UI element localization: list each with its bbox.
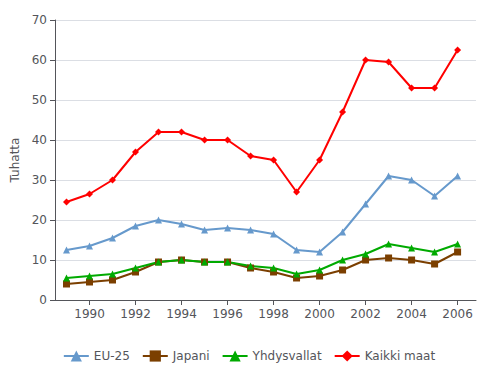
- svg-text:70: 70: [32, 13, 47, 27]
- svg-text:Japani: Japani: [172, 349, 210, 363]
- svg-text:20: 20: [32, 213, 47, 227]
- svg-text:50: 50: [32, 93, 47, 107]
- svg-text:EU-25: EU-25: [94, 349, 130, 363]
- svg-text:1992: 1992: [120, 307, 151, 321]
- svg-text:Tuhatta: Tuhatta: [8, 138, 22, 184]
- svg-text:60: 60: [32, 53, 47, 67]
- svg-text:2000: 2000: [304, 307, 335, 321]
- svg-text:40: 40: [32, 133, 47, 147]
- svg-text:30: 30: [32, 173, 47, 187]
- svg-text:2002: 2002: [350, 307, 381, 321]
- svg-text:1994: 1994: [166, 307, 197, 321]
- svg-text:Kaikki maat: Kaikki maat: [365, 349, 436, 363]
- svg-text:Yhdysvallat: Yhdysvallat: [252, 349, 322, 363]
- svg-text:0: 0: [39, 293, 47, 307]
- svg-text:1998: 1998: [258, 307, 289, 321]
- svg-text:2004: 2004: [396, 307, 427, 321]
- svg-text:1990: 1990: [74, 307, 105, 321]
- svg-text:2006: 2006: [442, 307, 473, 321]
- svg-text:1996: 1996: [212, 307, 243, 321]
- svg-text:10: 10: [32, 253, 47, 267]
